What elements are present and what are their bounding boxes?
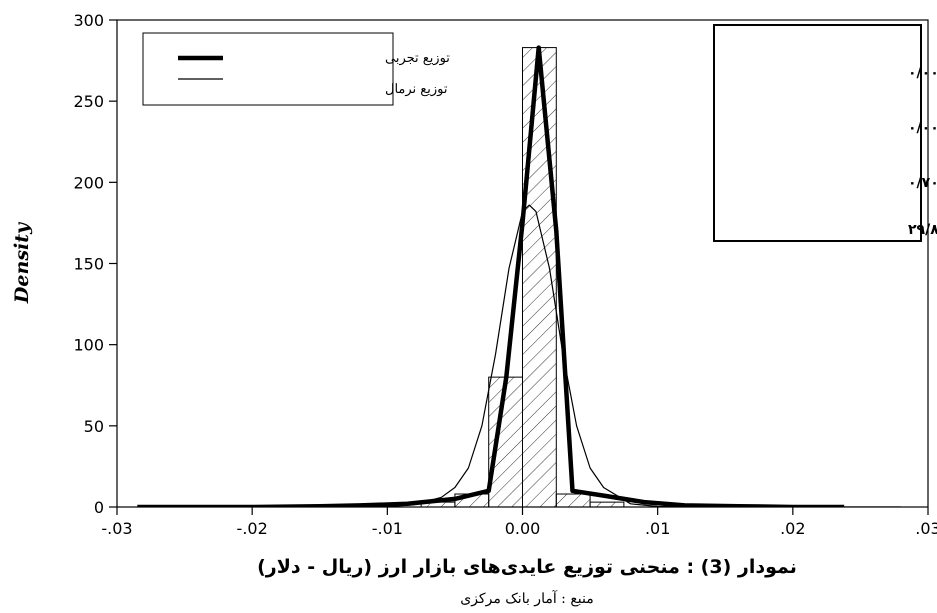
- density-curves: [137, 45, 901, 507]
- y-tick-label-6: 300: [73, 11, 104, 30]
- x-tick-label-0: -.03: [101, 519, 132, 538]
- legend-label-normal: توزیع نرمال: [385, 82, 448, 97]
- x-axis-label: نمودار (3) : منحنی توزیع عایدی‌های بازار…: [257, 556, 797, 578]
- y-tick-label-5: 250: [73, 92, 104, 111]
- x-tick-label-5: .02: [780, 519, 805, 538]
- histogram-bar-4: [555, 493, 591, 508]
- x-tick-label-2: -.01: [372, 519, 403, 538]
- stat-skewness: چولگی = ۰/۷۰۶۷۸۷: [908, 174, 937, 191]
- y-tick-label-1: 50: [84, 417, 104, 436]
- stats-box: میانگین = ۰/۰۰۰۱۰۲ انحراف معیار = ۰/۰۰۲۱…: [713, 24, 937, 242]
- legend-box: [142, 32, 394, 106]
- x-tick-label-4: .01: [645, 519, 670, 538]
- x-tick-label-1: -.02: [237, 519, 268, 538]
- empirical-density-line: [137, 45, 845, 507]
- legend-label-empirical: توزیع تجربی: [385, 51, 450, 66]
- stat-std: انحراف معیار = ۰/۰۰۲۱۳۳: [908, 120, 937, 136]
- y-tick-label-0: 0: [94, 498, 104, 517]
- legend: توزیع تجربی توزیع نرمال: [142, 32, 450, 106]
- source-note: منبع : آمار بانک مرکزی: [460, 589, 594, 607]
- stats-frame: [713, 24, 922, 242]
- histogram-bar-2: [488, 376, 524, 508]
- x-axis: -.03 -.02 -.01 0.00 .01 .02 .03: [101, 507, 937, 538]
- histogram-bars: [420, 47, 625, 508]
- y-tick-label-4: 200: [73, 173, 104, 192]
- y-axis-label: Density: [11, 221, 33, 304]
- x-tick-label-6: .03: [915, 519, 937, 538]
- histogram-bar-5: [589, 501, 625, 508]
- y-axis: 0 50 100 150 200 250 300: [73, 11, 117, 517]
- normal-density-line: [137, 204, 901, 507]
- y-tick-label-3: 150: [73, 255, 104, 274]
- stat-mean: میانگین = ۰/۰۰۰۱۰۲: [908, 64, 937, 81]
- y-tick-label-2: 100: [73, 336, 104, 355]
- stat-kurtosis: کشیدگی = ۲۹/۸۶۶۸۰: [908, 221, 937, 238]
- x-tick-label-3: 0.00: [505, 519, 541, 538]
